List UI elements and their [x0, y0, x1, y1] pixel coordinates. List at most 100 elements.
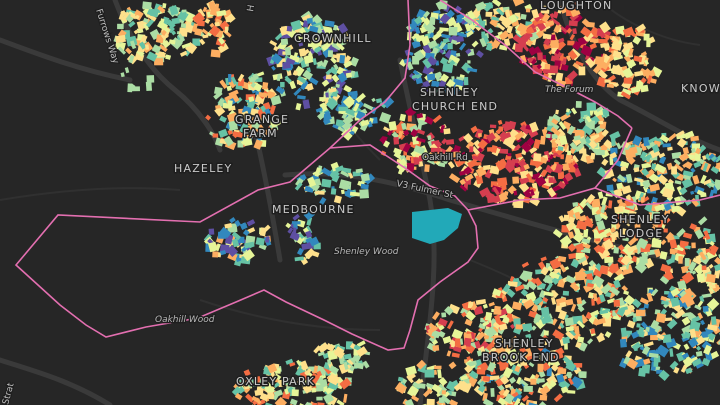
- building-footprint: [604, 168, 615, 179]
- building-footprint: [501, 288, 508, 296]
- building-footprint: [283, 388, 290, 395]
- building-footprint: [426, 398, 435, 405]
- building-footprint: [540, 256, 547, 262]
- place-label-shenley-church-end: SHENLEY: [420, 86, 479, 99]
- building-footprint: [424, 116, 434, 125]
- building-footprint: [642, 69, 648, 75]
- building-footprint: [476, 368, 486, 375]
- building-footprint: [669, 248, 677, 255]
- building-footprint: [641, 162, 652, 169]
- building-footprint: [535, 378, 545, 384]
- building-footprint: [460, 307, 469, 316]
- place-label-shenley-church-end-line2: CHURCH END: [412, 100, 498, 113]
- building-footprint: [245, 393, 255, 403]
- building-footprint: [339, 377, 352, 390]
- building-footprint: [479, 37, 487, 48]
- building-footprint: [394, 382, 408, 395]
- building-footprint: [556, 373, 565, 383]
- building-footprint: [162, 39, 171, 49]
- building-footprint: [590, 152, 596, 160]
- building-footprint: [273, 389, 284, 398]
- building-footprint: [289, 362, 296, 367]
- building-footprint: [581, 238, 591, 244]
- building-footprint: [576, 297, 583, 305]
- building-footprint: [497, 177, 508, 187]
- building-footprint: [692, 257, 702, 265]
- building-footprint: [635, 309, 646, 317]
- building-footprint: [448, 34, 458, 43]
- building-footprint: [586, 193, 596, 204]
- building-footprint: [570, 107, 578, 115]
- building-footprint: [305, 402, 313, 405]
- building-footprint: [525, 33, 533, 38]
- building-footprint: [700, 331, 709, 339]
- building-footprint: [423, 10, 431, 18]
- building-footprint: [142, 1, 152, 10]
- building-footprint: [451, 328, 464, 340]
- building-footprint: [360, 119, 370, 127]
- building-footprint: [192, 38, 201, 46]
- building-footprint: [557, 171, 565, 180]
- building-footprint: [450, 86, 460, 96]
- building-footprint: [551, 134, 558, 139]
- building-footprint: [285, 57, 296, 65]
- building-footprint: [569, 376, 583, 389]
- building-footprint: [573, 366, 582, 375]
- building-footprint: [296, 56, 305, 64]
- building-footprint: [520, 357, 528, 366]
- building-footprint: [219, 226, 232, 239]
- ward-boundaries: [14, 0, 720, 351]
- building-footprint: [543, 38, 551, 46]
- building-footprint: [628, 48, 634, 57]
- building-footprint: [659, 134, 670, 144]
- building-footprint: [643, 341, 654, 348]
- building-footprint: [701, 357, 711, 367]
- building-footprint: [250, 108, 259, 116]
- building-footprint: [460, 375, 468, 381]
- building-footprint: [303, 54, 315, 64]
- building-footprint: [237, 140, 244, 148]
- building-footprint: [519, 124, 531, 135]
- building-footprint: [694, 229, 704, 240]
- building-footprint: [447, 160, 455, 169]
- building-footprint: [521, 270, 533, 280]
- building-footprint: [508, 376, 517, 384]
- building-footprint: [435, 71, 443, 78]
- building-footprint: [243, 369, 251, 377]
- building-footprint: [574, 142, 585, 153]
- building-footprint: [236, 120, 243, 127]
- building-footprint: [573, 363, 583, 368]
- building-footprint: [673, 366, 680, 374]
- building-footprint: [586, 282, 595, 288]
- building-footprint: [713, 263, 720, 272]
- building-footprint: [485, 11, 493, 17]
- building-footprint: [680, 364, 688, 373]
- building-footprint: [546, 367, 552, 377]
- building-footprint: [248, 76, 257, 84]
- building-footprint: [464, 318, 473, 327]
- building-footprint: [572, 201, 579, 207]
- building-footprint: [315, 190, 325, 195]
- building-footprint: [540, 266, 550, 276]
- building-footprint: [504, 154, 512, 162]
- building-footprint: [601, 196, 608, 207]
- building-footprint: [289, 398, 298, 405]
- building-footprint: [549, 271, 560, 280]
- building-footprint: [461, 311, 467, 318]
- building-footprint: [442, 37, 451, 44]
- building-footprint: [407, 115, 412, 122]
- building-footprint: [335, 42, 345, 51]
- building-footprint: [537, 363, 544, 373]
- building-footprint: [540, 169, 548, 177]
- building-footprint: [578, 117, 585, 124]
- building-footprint: [464, 310, 476, 322]
- building-footprint: [328, 32, 334, 38]
- building-footprint: [414, 26, 421, 35]
- building-footprint: [699, 295, 705, 303]
- building-footprint: [287, 227, 294, 234]
- building-footprint: [623, 218, 633, 227]
- building-footprint: [642, 179, 652, 189]
- building-footprint: [217, 37, 226, 45]
- building-footprint: [504, 190, 509, 196]
